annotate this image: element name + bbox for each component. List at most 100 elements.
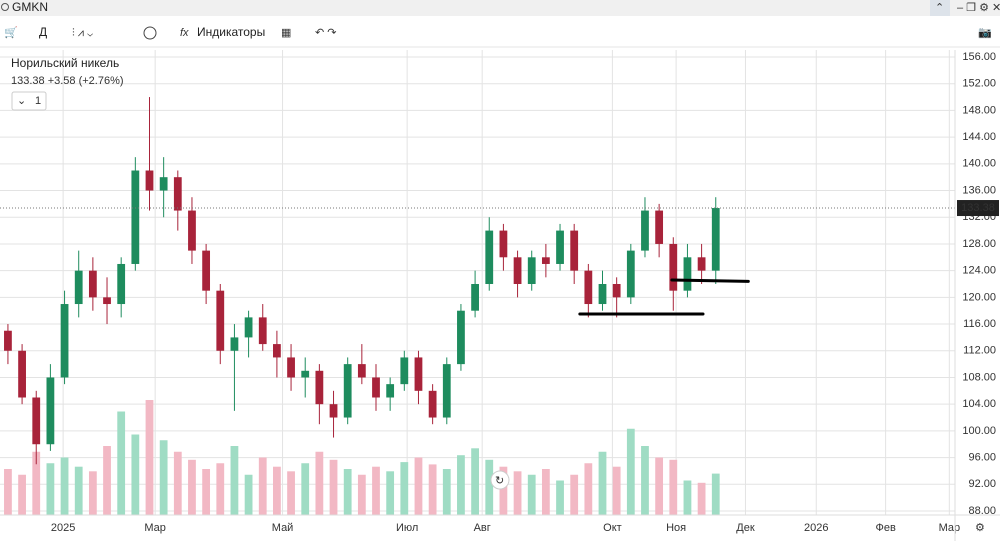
search-bar[interactable] [0, 0, 1000, 16]
instrument-name: Норильский никель [11, 56, 119, 70]
volume-bar [570, 474, 579, 515]
x-tick-label: Мар [144, 522, 166, 534]
ticker: GMKN [12, 0, 48, 14]
collapse-icon: ⌃ [935, 2, 944, 14]
layout-icon[interactable]: ▦ [281, 27, 291, 39]
volume-bar [188, 459, 196, 515]
last-price-box [957, 200, 999, 217]
candle-body [612, 284, 621, 298]
volume-bar [145, 400, 154, 515]
chart-type[interactable]: ⫶ ⩘ ⌄ [72, 27, 93, 39]
volume-bar [32, 451, 41, 515]
candle-body [18, 350, 26, 398]
candle-body [216, 290, 225, 351]
volume-bar [60, 457, 69, 515]
add-button[interactable] [143, 26, 157, 40]
volume-bar [329, 459, 338, 515]
interval[interactable]: Д [39, 25, 47, 39]
candle-body [442, 364, 451, 418]
volume-bar [88, 471, 97, 515]
volume-bar [556, 480, 564, 515]
y-tick-label: 92.00 [968, 478, 996, 490]
candle-body [541, 257, 550, 264]
volume-bar [697, 482, 706, 515]
volume-bar [541, 469, 550, 515]
volume-bar [711, 473, 720, 515]
quote: 133.38 +3.58 (+2.76%) [11, 75, 124, 87]
x-tick-label: Фев [875, 522, 895, 534]
candle-body [485, 230, 494, 285]
x-tick-label: 2025 [51, 522, 75, 534]
volume-bar [499, 466, 508, 515]
undo-redo[interactable]: ↶ ↷ [315, 27, 337, 39]
candle-body [230, 337, 239, 351]
volume-bar [598, 451, 607, 515]
candle-body [315, 370, 324, 405]
y-tick-label: 152.00 [962, 78, 996, 90]
volume-bar [457, 455, 465, 515]
reset-button[interactable] [490, 470, 510, 490]
volume-bar [372, 466, 380, 515]
volume-bar [131, 434, 140, 515]
cart-icon[interactable]: 🛒 [4, 26, 18, 39]
y-tick-label: 136.00 [962, 184, 996, 196]
volume-bar [301, 463, 310, 515]
candle-body [641, 210, 649, 251]
x-tick-label: Ноя [666, 522, 686, 534]
volume-bar [230, 446, 239, 515]
candle-body [273, 344, 281, 358]
y-tick-label: 148.00 [962, 104, 996, 116]
volume-bar [216, 463, 225, 515]
volume-bar [287, 471, 295, 515]
volume-bar [655, 457, 664, 515]
settings-icon[interactable]: ⚙ [975, 522, 985, 534]
candle-body [457, 310, 465, 365]
candle-body [173, 177, 182, 211]
volume-bar [173, 451, 182, 515]
volume-bar [159, 440, 168, 515]
plot-area: 88.00 92.00 96.00 100.00 104.00 108.00 112.00 1… [0, 50, 996, 534]
legend-chevron: ⌄ [17, 95, 26, 107]
indicators[interactable]: Индикаторы [197, 25, 265, 39]
candle-body [400, 357, 409, 385]
volume-bar [612, 466, 621, 515]
volume-bar [471, 448, 479, 515]
volume-bar [103, 446, 111, 515]
volume-bar [4, 469, 12, 515]
candle-body [655, 210, 664, 244]
fx-icon: fx [180, 27, 189, 39]
candle-body [428, 390, 437, 418]
candle-body [683, 257, 692, 291]
volume-bar [343, 469, 352, 515]
x-tick-label: Дек [736, 522, 755, 534]
volume-bar [442, 469, 451, 515]
volume-bar [357, 474, 366, 515]
candle-body [626, 250, 635, 298]
volume-bar [669, 459, 678, 515]
legend-button[interactable] [11, 91, 47, 111]
candle-body [188, 210, 196, 251]
window-icons[interactable]: – ❐ ⚙ ✕ [957, 2, 1000, 14]
volume-bar [428, 464, 437, 515]
candle-body [386, 384, 395, 398]
y-tick-label: 156.00 [962, 51, 996, 63]
candle-body [117, 263, 126, 305]
y-tick-label: 88.00 [968, 505, 996, 517]
collapse-button[interactable] [930, 0, 950, 16]
last-price-label: 133.38 [961, 202, 995, 214]
camera-icon[interactable]: 📷 [978, 27, 992, 39]
legend-count: 1 [35, 95, 41, 107]
y-tick-label: 124.00 [962, 265, 996, 277]
candle-body [598, 284, 607, 305]
volume-bar [400, 462, 409, 515]
candle-body [343, 364, 352, 418]
candle-body [287, 357, 295, 378]
volume-bar [273, 466, 281, 515]
candle-body [301, 370, 310, 378]
volume-bar [414, 457, 423, 515]
candle-body [88, 270, 97, 298]
volume-bar [202, 469, 211, 515]
volume-bar [46, 463, 55, 515]
